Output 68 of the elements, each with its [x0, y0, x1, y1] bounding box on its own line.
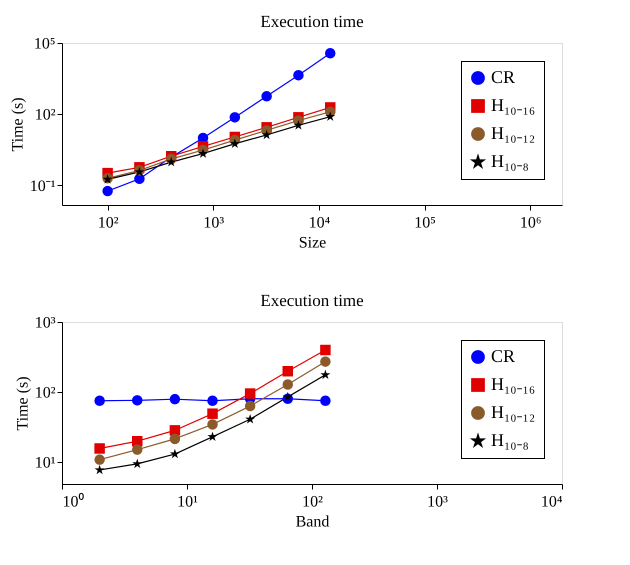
x-tick-label: 10³: [203, 214, 224, 232]
point: [282, 366, 294, 376]
point: [166, 156, 176, 166]
legend-label: H₁₀₋₁₂: [491, 123, 536, 143]
chart-title: Execution time: [260, 291, 364, 310]
point: [293, 120, 304, 130]
point: [132, 436, 142, 446]
point: [198, 148, 208, 158]
y-axis-title: Time (s): [14, 376, 32, 431]
y-tick-label: 10¹: [34, 454, 56, 472]
point: [282, 392, 293, 402]
point: [293, 70, 304, 80]
y-tick-label: 10³: [34, 314, 56, 332]
x-axis-title: Band: [296, 514, 330, 530]
point: [94, 443, 105, 454]
point: [230, 112, 240, 123]
point: [244, 400, 256, 412]
point: [207, 396, 218, 406]
point: [170, 434, 180, 444]
legend-label: CR: [491, 346, 516, 366]
point: [244, 388, 256, 399]
y-tick-label: 10²: [34, 384, 56, 402]
x-tick-label: 10³: [427, 494, 448, 510]
point: [132, 458, 142, 468]
legend-label: H₁₀₋₁₆: [491, 374, 536, 394]
point: [94, 464, 105, 474]
point: [170, 448, 180, 458]
point: [132, 444, 142, 455]
point: [170, 425, 180, 436]
legend-label: H₁₀₋₈: [491, 430, 529, 450]
legend-label: H₁₀₋₁₂: [491, 402, 536, 422]
y-axis-title: Time (s): [10, 97, 27, 152]
point: [94, 396, 105, 406]
point: [320, 344, 331, 356]
point: [94, 454, 105, 465]
y-tick-label: 10⁻¹: [30, 178, 56, 195]
y-tick-label: 10⁵: [34, 36, 56, 52]
point: [207, 408, 218, 419]
x-tick-label: 10⁵: [414, 214, 436, 232]
x-tick-label: 10⁴: [540, 494, 563, 510]
point: [262, 130, 272, 140]
legend-label: H₁₀₋₈: [491, 151, 529, 171]
point: [320, 396, 331, 406]
x-tick-label: 10⁴: [308, 214, 331, 232]
x-tick-label: 10¹: [177, 494, 198, 510]
point: [320, 370, 330, 380]
x-tick-label: 10²: [302, 494, 324, 510]
x-tick-label: 10⁶: [520, 214, 542, 232]
point: [134, 174, 145, 184]
point: [208, 432, 218, 442]
point: [245, 414, 256, 424]
x-axis-title: Size: [298, 234, 326, 252]
legend-label: H₁₀₋₁₆: [491, 95, 536, 115]
y-tick-label: 10²: [34, 106, 56, 124]
point: [207, 419, 218, 430]
legend-label: CR: [491, 67, 516, 87]
point: [132, 395, 142, 406]
point: [230, 138, 240, 148]
point: [324, 48, 336, 58]
point: [170, 394, 180, 404]
x-tick-label: 10²: [98, 214, 119, 232]
x-tick-label: 10⁰: [62, 492, 84, 510]
point: [261, 91, 272, 102]
point: [282, 379, 294, 390]
point: [102, 186, 113, 196]
point: [325, 111, 336, 121]
point: [320, 356, 331, 367]
chart-title: Execution time: [260, 12, 364, 31]
